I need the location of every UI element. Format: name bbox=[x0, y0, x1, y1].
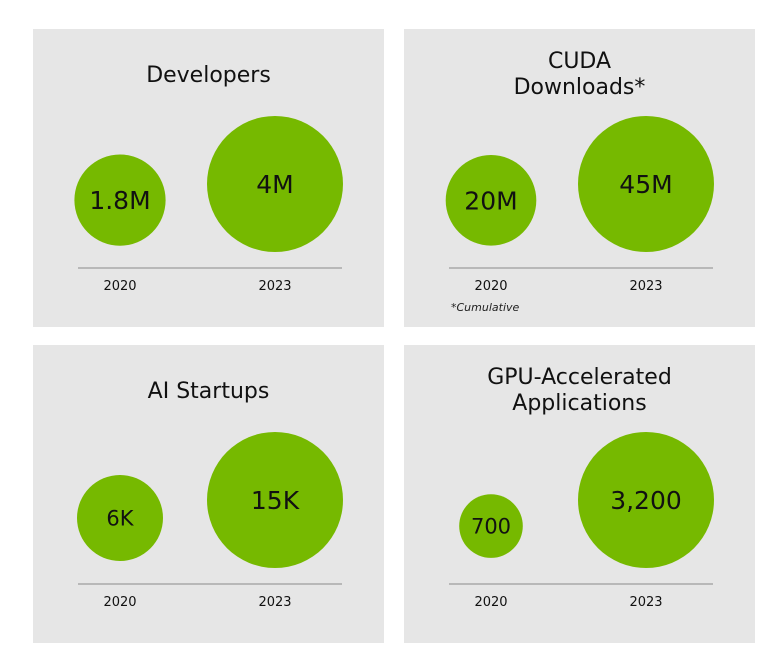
cuda-downloads-panel: CUDA Downloads* 20M 2020 45M 2023 *Cumulati… bbox=[404, 29, 755, 327]
bubble bbox=[445, 155, 537, 246]
bubble bbox=[578, 432, 714, 568]
chart-title-line: GPU-Accelerated bbox=[487, 365, 672, 390]
data-label: 20M bbox=[464, 186, 517, 215]
x-tick-label: 2023 bbox=[258, 595, 291, 610]
chart-title-line: Downloads* bbox=[513, 75, 646, 100]
x-tick-label: 2023 bbox=[258, 279, 291, 294]
data-label: 700 bbox=[471, 515, 511, 539]
data-label: 1.8M bbox=[89, 186, 150, 215]
bubble bbox=[207, 432, 343, 568]
chart-title: Developers bbox=[146, 63, 271, 88]
bubble-chart: 1.8M 2020 4M 2023 bbox=[74, 116, 343, 294]
x-tick-label: 2020 bbox=[103, 595, 136, 610]
chart-title-line: Applications bbox=[512, 391, 647, 416]
chart-title-line: CUDA bbox=[547, 49, 612, 74]
x-tick-label: 2023 bbox=[629, 279, 662, 294]
x-tick-label: 2020 bbox=[474, 279, 507, 294]
bubble bbox=[74, 154, 166, 246]
chart-title: CUDA Downloads* bbox=[404, 49, 755, 101]
bubble-chart: 700 2020 3,200 2023 bbox=[449, 432, 714, 610]
x-tick-label: 2023 bbox=[629, 595, 662, 610]
bubble-chart: 20M 2020 45M 2023 bbox=[445, 116, 714, 294]
gpu-applications-panel: GPU-Accelerated Applications 700 2020 3,20… bbox=[404, 345, 755, 643]
bubble bbox=[77, 474, 163, 561]
chart-title: AI Startups bbox=[147, 379, 270, 404]
data-label: 45M bbox=[619, 170, 672, 199]
data-label: 4M bbox=[256, 170, 293, 199]
bubble-chart: 6K 2020 15K 2023 bbox=[77, 432, 343, 610]
data-label: 6K bbox=[106, 507, 134, 531]
data-label: 3,200 bbox=[610, 486, 682, 515]
chart-title: GPU-Accelerated Applications bbox=[404, 365, 755, 417]
x-tick-label: 2020 bbox=[474, 595, 507, 610]
x-tick-label: 2020 bbox=[103, 279, 136, 294]
bubble bbox=[578, 116, 714, 252]
bubble bbox=[459, 494, 523, 558]
developers-panel: Developers 1.8M 2020 4M 2023 bbox=[33, 29, 384, 327]
ai-startups-panel: AI Startups 6K 2020 15K 2023 bbox=[33, 345, 384, 643]
data-label: 15K bbox=[251, 486, 300, 515]
footnote: *Cumulative bbox=[451, 301, 520, 314]
bubble bbox=[207, 116, 343, 252]
